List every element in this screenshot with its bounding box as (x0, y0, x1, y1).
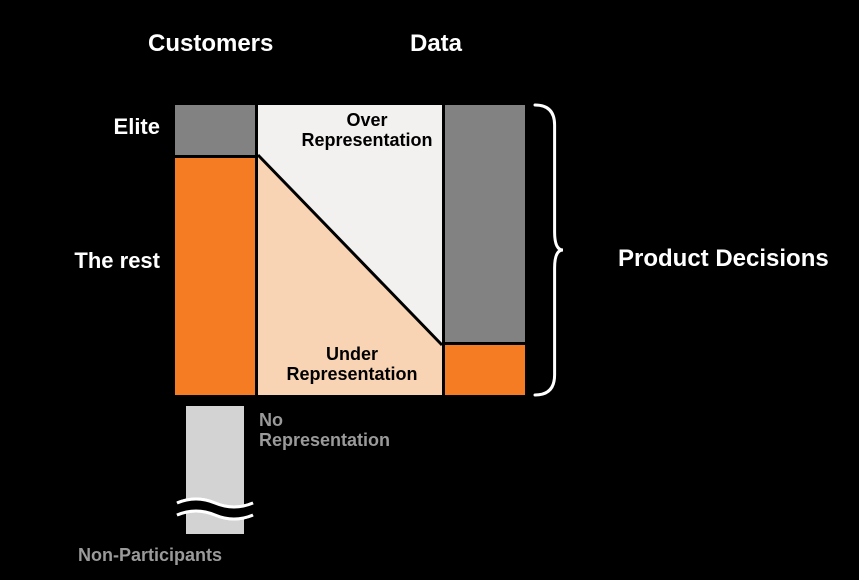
no-representation-label: No Representation (259, 411, 390, 451)
noRep-label-line1: No (259, 410, 283, 430)
under-label-line1: Under (326, 344, 378, 364)
over-label-line1: Over (346, 110, 387, 130)
under-representation-label: Under Representation (272, 345, 432, 385)
under-label-line2: Representation (286, 364, 417, 384)
diagram-stage: Customers Data Elite The rest Non-Partic… (0, 0, 859, 580)
over-label-line2: Representation (301, 130, 432, 150)
diagram-svg (0, 0, 859, 580)
over-representation-label: Over Representation (292, 111, 442, 151)
noRep-label-line2: Representation (259, 430, 390, 450)
